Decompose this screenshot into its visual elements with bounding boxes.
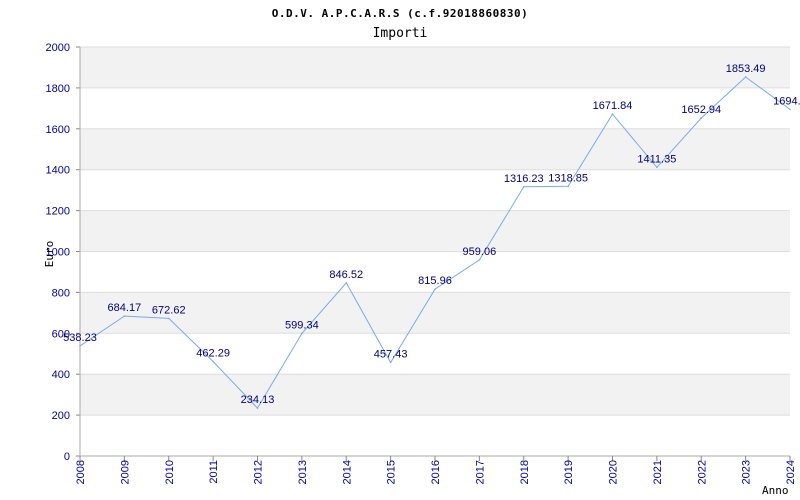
y-axis-label: Euro — [43, 241, 56, 268]
data-point — [301, 332, 303, 335]
grid-band — [80, 47, 790, 88]
x-tick-label: 2020 — [608, 460, 620, 484]
data-label: 846.52 — [329, 269, 363, 281]
y-tick-label: 1800 — [46, 83, 70, 95]
x-axis: 2008 2009 2010 2011 2012 2013 2014 2015 2016 2017… — [75, 455, 797, 484]
x-tick-label: 2011 — [208, 460, 220, 484]
data-point — [656, 166, 658, 169]
data-labels: 538.23 684.17 672.62 462.29 234.13 599.34 846.… — [63, 63, 800, 406]
data-label: 1411.35 — [637, 153, 676, 165]
x-tick-label: 2024 — [785, 460, 797, 484]
data-point — [611, 113, 614, 115]
x-tick-label: 2018 — [519, 460, 531, 484]
data-label: 1652.94 — [681, 104, 721, 116]
data-label: 1694.8 — [773, 95, 800, 107]
data-label: 1318.85 — [548, 172, 588, 184]
data-label: 1316.23 — [504, 173, 544, 185]
x-tick-label: 2022 — [696, 460, 708, 484]
data-point — [744, 76, 747, 78]
data-label: 959.06 — [463, 246, 497, 258]
data-point — [567, 185, 569, 188]
data-label: 599.34 — [285, 319, 319, 331]
x-tick-label: 2014 — [341, 460, 353, 484]
y-tick-label: 1400 — [46, 165, 70, 177]
chart-subtitle: Importi — [373, 26, 428, 41]
x-axis-label: Anno — [762, 484, 789, 497]
data-point — [167, 317, 170, 320]
data-label: 234.13 — [241, 394, 275, 406]
data-label: 538.23 — [63, 332, 97, 344]
data-point — [345, 282, 348, 284]
y-tick-label: 200 — [52, 410, 70, 422]
data-label: 457.43 — [374, 348, 408, 360]
data-point — [79, 345, 81, 347]
grid-bands — [80, 47, 790, 456]
data-point — [478, 259, 481, 261]
grid-band — [80, 87, 790, 129]
x-tick-label: 2015 — [386, 460, 398, 484]
y-tick-label: 1000 — [46, 247, 70, 259]
grid-band — [80, 251, 790, 293]
data-label: 672.62 — [152, 304, 186, 316]
x-tick-label: 2016 — [430, 460, 442, 484]
x-tick-label: 2019 — [563, 460, 575, 484]
y-tick-label: 800 — [52, 287, 70, 299]
y-tick-label: 600 — [52, 328, 70, 340]
y-tick-label: 1600 — [46, 124, 70, 136]
grid-band — [80, 292, 790, 334]
grid-band — [80, 374, 790, 416]
data-point — [434, 288, 436, 290]
data-point — [522, 186, 525, 188]
data-label: 1853.49 — [726, 63, 766, 75]
data-point — [700, 117, 703, 119]
y-tick-label: 1200 — [46, 206, 70, 218]
x-tick-label: 2010 — [164, 460, 176, 484]
y-tick-label: 2000 — [46, 42, 70, 54]
grid-band — [80, 415, 790, 456]
data-label: 684.17 — [108, 302, 142, 314]
y-tick-label: 400 — [52, 369, 70, 381]
data-point — [123, 315, 126, 317]
y-tick-label: 0 — [64, 451, 70, 463]
data-point — [256, 407, 259, 409]
x-tick-label: 2023 — [741, 460, 753, 484]
grid-band — [80, 333, 790, 375]
series-line — [79, 76, 791, 409]
grid-band — [80, 169, 790, 211]
data-point — [789, 108, 791, 111]
data-point — [212, 360, 214, 363]
data-label: 462.29 — [196, 347, 230, 359]
x-tick-label: 2021 — [652, 460, 664, 484]
data-point — [389, 361, 392, 364]
x-tick-label: 2017 — [474, 460, 486, 484]
data-label: 1671.84 — [593, 100, 633, 112]
chart-title: O.D.V. A.P.C.A.R.S (c.f.92018860830) — [272, 7, 528, 20]
x-tick-label: 2013 — [297, 460, 309, 484]
data-label: 815.96 — [418, 275, 452, 287]
x-tick-label: 2008 — [75, 460, 87, 484]
grid-band — [80, 210, 790, 252]
x-tick-label: 2012 — [253, 460, 265, 484]
grid-band — [80, 128, 790, 170]
x-tick-label: 2009 — [119, 460, 131, 484]
